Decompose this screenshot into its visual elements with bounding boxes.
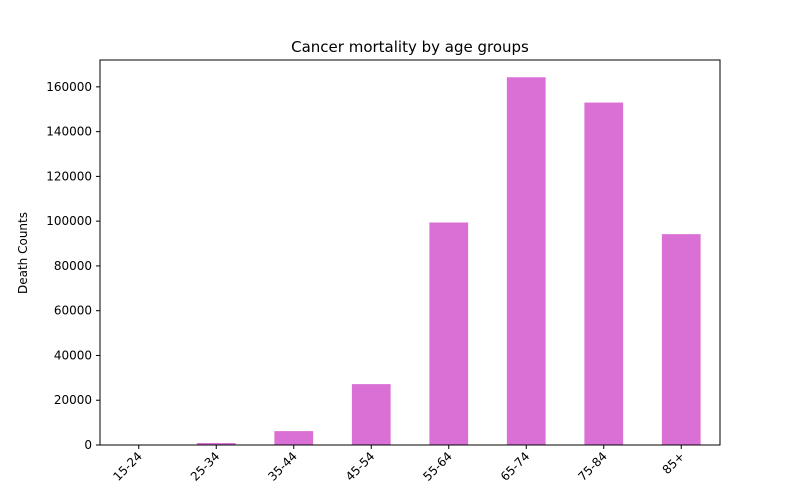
y-tick-label: 160000 [46, 80, 92, 94]
bar-55-64 [429, 222, 469, 445]
bar-35-44 [274, 431, 314, 445]
x-tick-label: 25-34 [188, 449, 223, 484]
y-axis-ticks: 0 20000 40000 60000 80000 100000 120000 140000 1… [46, 80, 100, 452]
bar-65-74 [506, 77, 546, 446]
bars-layer [119, 77, 701, 446]
y-tick-label: 0 [84, 438, 92, 452]
bar-75-84 [584, 102, 624, 445]
bar-85+ [661, 234, 701, 445]
x-tick-label: 35-44 [265, 449, 300, 484]
y-axis-label: Death Counts [16, 212, 30, 294]
x-axis-ticks: 15-24 25-34 35-44 45-54 55-64 65-74 75-84 85+ [110, 445, 687, 484]
x-tick-label: 75-84 [575, 449, 610, 484]
x-tick-label: 65-74 [498, 449, 533, 484]
x-tick-label: 15-24 [110, 449, 145, 484]
y-tick-label: 100000 [46, 214, 92, 228]
bar-45-54 [351, 384, 391, 445]
y-tick-label: 40000 [54, 348, 92, 362]
plot-frame [99, 59, 721, 446]
y-tick-label: 140000 [46, 125, 92, 139]
x-tick-label: 45-54 [343, 449, 378, 484]
x-tick-label: 85+ [660, 449, 688, 477]
y-tick-label: 60000 [54, 304, 92, 318]
y-tick-label: 20000 [54, 393, 92, 407]
bar-25-34 [196, 442, 236, 445]
x-tick-label: 55-64 [420, 449, 455, 484]
y-tick-label: 120000 [46, 169, 92, 183]
y-tick-label: 80000 [54, 259, 92, 273]
chart-title: Cancer mortality by age groups [291, 38, 529, 56]
